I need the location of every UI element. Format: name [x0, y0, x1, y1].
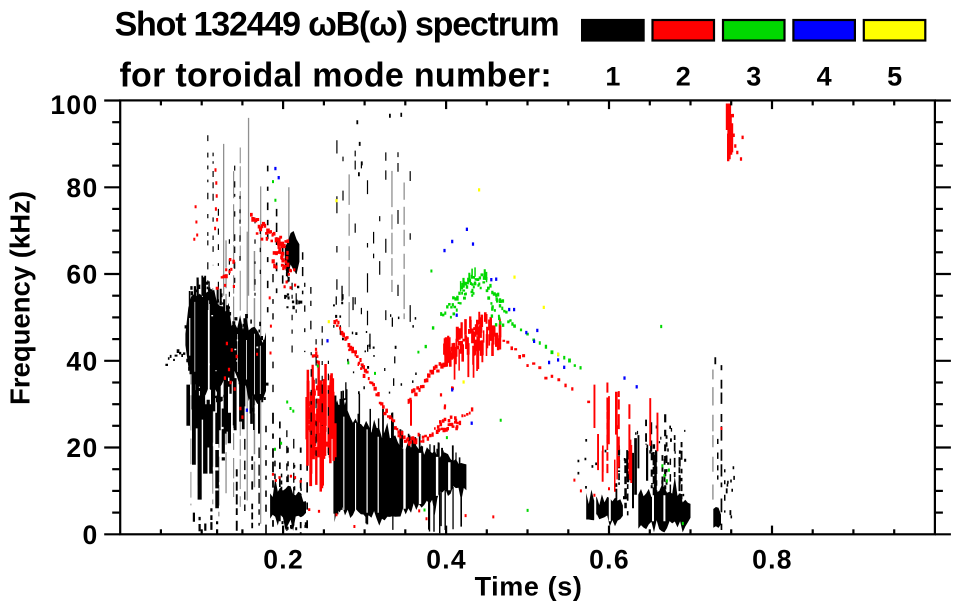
- svg-text:0.2: 0.2: [263, 545, 304, 575]
- svg-text:80: 80: [66, 173, 98, 203]
- svg-text:20: 20: [66, 433, 98, 463]
- svg-text:40: 40: [66, 346, 98, 376]
- svg-text:Frequency (kHz): Frequency (kHz): [4, 191, 35, 405]
- svg-text:0: 0: [82, 520, 98, 550]
- svg-text:2: 2: [676, 61, 691, 91]
- svg-text:Shot 132449 ωB(ω) spectrum: Shot 132449 ωB(ω) spectrum: [115, 5, 559, 43]
- svg-text:Time (s): Time (s): [475, 572, 583, 602]
- svg-text:5: 5: [887, 61, 902, 91]
- svg-text:3: 3: [746, 61, 761, 91]
- svg-text:0.6: 0.6: [589, 545, 630, 575]
- svg-text:100: 100: [50, 90, 98, 120]
- svg-text:0.8: 0.8: [752, 545, 793, 575]
- svg-text:0.4: 0.4: [426, 545, 467, 575]
- svg-text:60: 60: [66, 260, 98, 290]
- svg-text:1: 1: [605, 61, 620, 91]
- svg-text:for toroidal mode number:: for toroidal mode number:: [119, 56, 552, 94]
- svg-text:4: 4: [817, 61, 832, 91]
